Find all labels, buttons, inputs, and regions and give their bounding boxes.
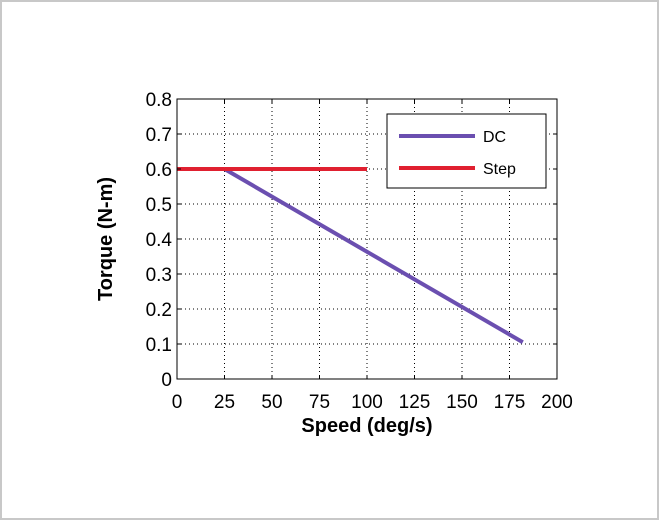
x-tick-label: 0: [172, 392, 183, 413]
y-tick-label: 0.3: [146, 265, 172, 286]
series-line-dc: [177, 167, 524, 344]
y-tick-label: 0.6: [146, 160, 172, 181]
y-tick-label: 0.4: [146, 230, 173, 251]
y-tick-label: 0.1: [146, 335, 172, 356]
y-tick-label: 0.2: [146, 300, 172, 321]
legend-box: [386, 113, 547, 189]
axis-ticks: 0 25 50 75 100 125 150 175 200 0 0.1 0.2 0.3 0.4 0.5 0.…: [146, 90, 573, 413]
y-axis-title: Torque (N-m): [95, 177, 117, 301]
legend: DC Step: [386, 113, 547, 189]
x-tick-label: 125: [399, 392, 431, 413]
legend-label-step: Step: [483, 161, 516, 178]
y-tick-label: 0: [161, 370, 172, 391]
x-tick-label: 25: [214, 392, 235, 413]
x-tick-label: 75: [309, 392, 330, 413]
x-axis-title: Speed (deg/s): [301, 415, 432, 437]
x-tick-label: 175: [494, 392, 526, 413]
y-tick-label: 0.8: [146, 90, 172, 111]
y-tick-label: 0.5: [146, 195, 172, 216]
series-layer: [177, 167, 524, 344]
x-tick-label: 150: [446, 392, 478, 413]
x-tick-label: 100: [351, 392, 383, 413]
x-tick-label: 50: [261, 392, 282, 413]
legend-label-dc: DC: [483, 129, 506, 146]
y-tick-label: 0.7: [146, 125, 172, 146]
x-tick-label: 200: [541, 392, 573, 413]
